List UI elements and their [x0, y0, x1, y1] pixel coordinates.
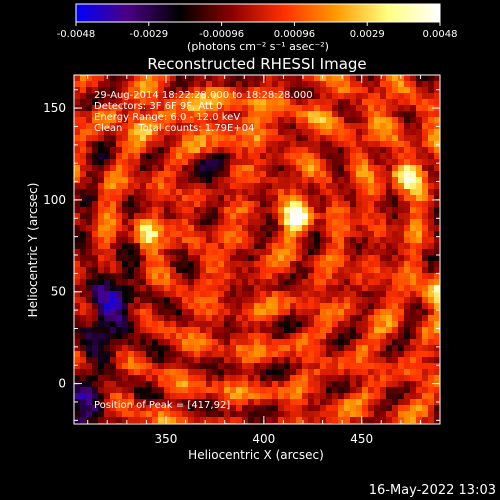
colorbar-tick-label: -0.0029	[129, 29, 168, 40]
y-tick-label: 0	[58, 377, 66, 391]
x-axis: 350 400 450	[87, 75, 441, 446]
x-tick-label: 350	[155, 432, 178, 446]
y-tick-label: 50	[51, 285, 66, 299]
peak-position-label: Position of Peak = [417,92]	[94, 400, 230, 411]
annotation-total-counts: Clean Total counts: 1.79E+04	[94, 123, 254, 134]
colorbar-tick-label: 0.0048	[423, 29, 458, 40]
colorbar-tick-label: 0.00096	[274, 29, 315, 40]
annotation-detectors: Detectors: 3F 6F 9F, Att 0	[94, 101, 222, 112]
annotation-block: 29-Aug-2014 18:22:28.000 to 18:28:28.000…	[94, 90, 313, 134]
annotation-time-range: 29-Aug-2014 18:22:28.000 to 18:28:28.000	[94, 90, 313, 101]
x-axis-label: Heliocentric X (arcsec)	[188, 448, 324, 462]
colorbar-gradient	[75, 3, 441, 23]
colorbar-ticks: -0.0048 -0.0029 -0.00096 0.00096 0.0029 0.004…	[57, 22, 458, 40]
plot-timestamp: 16-May-2022 13:03	[369, 483, 496, 498]
y-axis-label: Heliocentric Y (arcsec)	[26, 183, 40, 318]
y-axis: 0 50 100 150	[43, 89, 440, 421]
colorbar-tick-label: -0.0048	[57, 29, 96, 40]
y-tick-label: 150	[43, 101, 66, 115]
colorbar-tick-label: 0.0029	[350, 29, 385, 40]
plot-frame	[73, 74, 441, 425]
x-tick-label: 400	[252, 432, 275, 446]
colorbar: -0.0048 -0.0029 -0.00096 0.00096 0.0029 0.004…	[57, 3, 458, 53]
y-tick-label: 100	[43, 193, 66, 207]
colorbar-tick-label: -0.00096	[199, 29, 244, 40]
heatmap-image	[74, 75, 440, 424]
chart-title: Reconstructed RHESSI Image	[147, 55, 366, 73]
x-tick-label: 450	[350, 432, 373, 446]
annotation-energy-range: Energy Range: 6.0 - 12.0 keV	[94, 112, 240, 123]
colorbar-unit-label: (photons cm⁻² s⁻¹ asec⁻²)	[187, 40, 329, 53]
